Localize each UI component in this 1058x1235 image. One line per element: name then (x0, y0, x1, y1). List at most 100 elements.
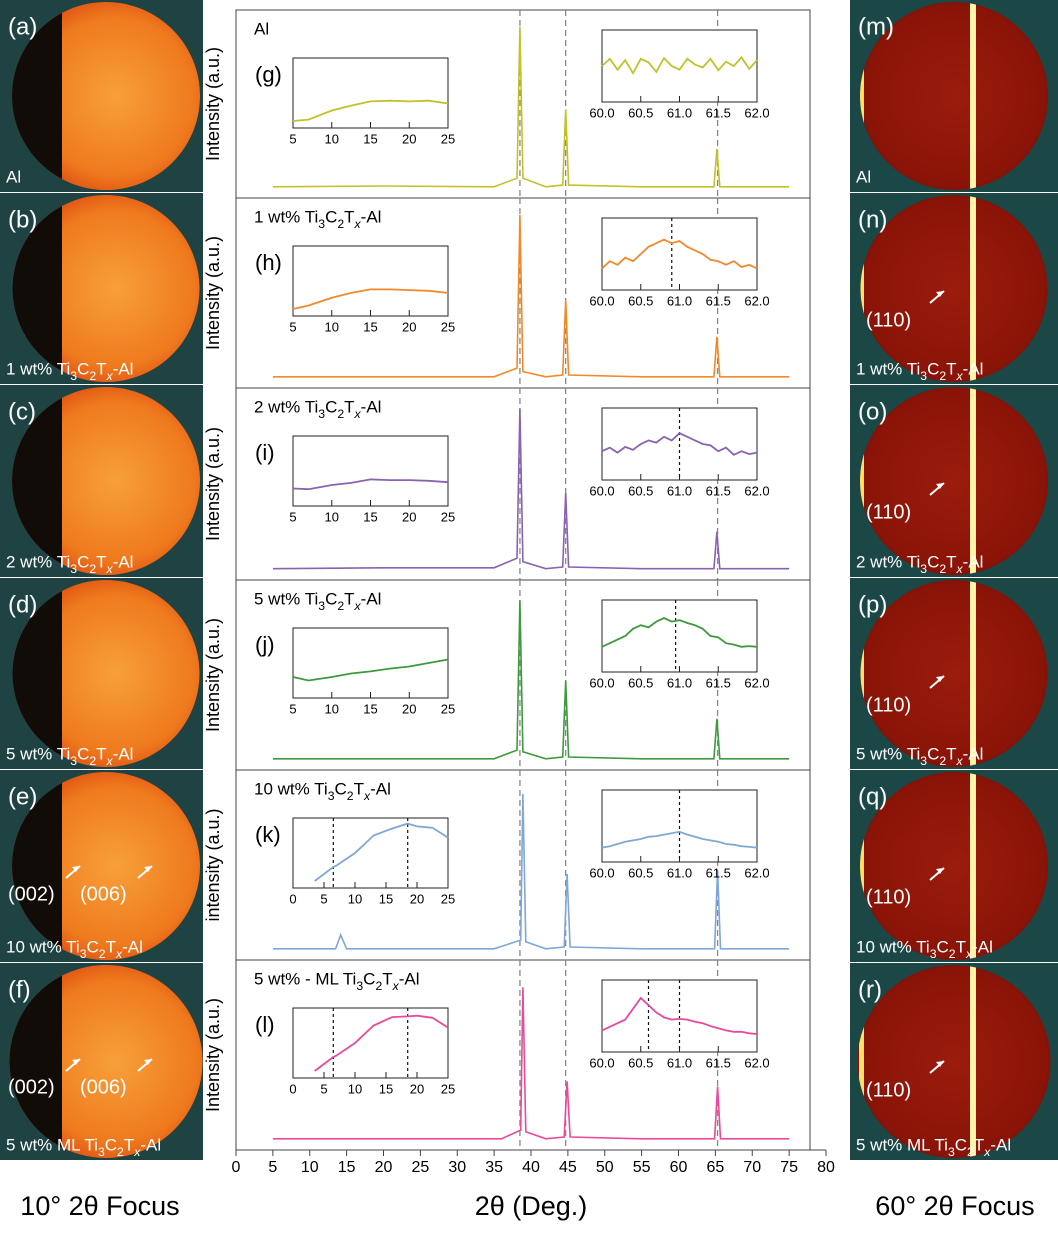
xrd-pattern (272, 793, 790, 950)
x-tick-label: 10 (301, 1159, 319, 1176)
inset-tick-label: 62.0 (744, 1055, 769, 1070)
inset-tick-label: 15 (363, 319, 377, 334)
inset-pattern (601, 238, 758, 270)
inset-pattern (601, 830, 758, 849)
inset-tick-label: 20 (402, 701, 416, 716)
peak-label: (110) (866, 886, 911, 908)
detector (860, 772, 1048, 960)
x-tick-label: 75 (780, 1159, 798, 1176)
inset-tick-label: 61.5 (706, 105, 731, 120)
panel-label: (c) (8, 398, 36, 425)
inset-tick-label: 61.5 (706, 293, 731, 308)
y-axis-label: Intensity (a.u.) (203, 998, 223, 1112)
inset-tick-label: 62.0 (744, 865, 769, 880)
xrd-pattern (272, 408, 790, 570)
peak-label: (006) (80, 883, 127, 905)
x-tick-label: 25 (411, 1159, 429, 1176)
inset-tick-label: 60.0 (589, 105, 614, 120)
inset-tick-label: 61.0 (667, 105, 692, 120)
inset-tick-label: 5 (289, 509, 296, 524)
inset-frame (292, 245, 449, 317)
inset-tick-label: 15 (363, 509, 377, 524)
inset-tick-label: 60.5 (628, 865, 653, 880)
xrd-pattern (272, 987, 790, 1140)
arrow-head (936, 291, 944, 297)
inset-tick-label: 62.0 (744, 483, 769, 498)
xrd-pattern (272, 26, 790, 188)
inset-tick-label: 61.5 (706, 1055, 731, 1070)
panel-label: (i) (255, 440, 275, 465)
inset-tick-label: 60.0 (589, 293, 614, 308)
panel-label: (h) (255, 250, 282, 275)
arrow-head (72, 1059, 80, 1065)
inset-tick-label: 5 (320, 1081, 327, 1096)
ring (859, 965, 864, 1158)
ring (970, 195, 976, 382)
xrd-pattern (272, 214, 790, 378)
x-tick-label: 5 (268, 1159, 277, 1176)
xrd-pattern (272, 600, 790, 760)
arrow-head (936, 868, 944, 874)
inset-tick-label: 5 (320, 891, 327, 906)
inset-tick-label: 15 (379, 891, 393, 906)
panel-label: (l) (255, 1012, 275, 1037)
inset-pattern (601, 55, 758, 76)
x-tick-label: 35 (485, 1159, 503, 1176)
panel-title: 10 wt% Ti3C2Tx-Al (254, 779, 391, 803)
inset-tick-label: 20 (410, 891, 424, 906)
inset-tick-label: 61.0 (667, 865, 692, 880)
sample-label: Al (6, 167, 21, 186)
footer-right: 60° 2θ Focus (875, 1191, 1034, 1221)
inset-tick-label: 60.0 (589, 675, 614, 690)
peak-label: (002) (8, 1076, 55, 1098)
detector (857, 965, 1051, 1158)
ring (970, 580, 976, 767)
x-tick-label: 40 (522, 1159, 540, 1176)
peak-label: (110) (866, 1079, 911, 1101)
ring (970, 965, 976, 1158)
inset-tick-label: 61.0 (667, 483, 692, 498)
x-tick-label: 0 (232, 1159, 241, 1176)
x-tick-label: 45 (559, 1159, 577, 1176)
inset-tick-label: 60.5 (628, 675, 653, 690)
inset-tick-label: 60.5 (628, 483, 653, 498)
inset-tick-label: 10 (325, 509, 339, 524)
inset-tick-label: 5 (289, 131, 296, 146)
inset-tick-label: 61.5 (706, 675, 731, 690)
inset-tick-label: 20 (402, 509, 416, 524)
footer-left: 10° 2θ Focus (20, 1191, 179, 1221)
sample-label: 2 wt% Ti3C2Tx-Al (856, 552, 983, 576)
inset-tick-label: 61.0 (667, 1055, 692, 1070)
x-axis-label: 2θ (Deg.) (475, 1191, 588, 1221)
arrow-head (936, 676, 944, 682)
x-tick-label: 30 (448, 1159, 466, 1176)
arrow-head (72, 866, 80, 872)
ring (860, 195, 864, 382)
ring (860, 2, 864, 190)
sample-label: 5 wt% Ti3C2Tx-Al (6, 744, 133, 768)
inset-frame (601, 599, 758, 673)
panel-label: (e) (8, 783, 37, 810)
inset-pattern (601, 432, 758, 456)
ring (970, 387, 976, 575)
panel-label: (j) (255, 632, 275, 657)
ring (970, 2, 976, 190)
inset-tick-label: 15 (363, 701, 377, 716)
ring (860, 580, 864, 767)
panel-label: (q) (858, 783, 887, 810)
inset-tick-label: 61.5 (706, 483, 731, 498)
detector (860, 387, 1048, 575)
sample-label: 1 wt% Ti3C2Tx-Al (856, 359, 983, 383)
peak-label: (110) (866, 694, 911, 716)
panel-label: (b) (8, 206, 37, 233)
inset-pattern (292, 658, 449, 682)
sample-label: 10 wt% Ti3C2Tx-Al (856, 937, 993, 961)
ring (860, 772, 864, 960)
peak-label: (110) (866, 501, 911, 523)
inset-tick-label: 25 (441, 509, 455, 524)
panel-label: (m) (858, 13, 894, 40)
panel-label: (f) (8, 976, 31, 1003)
ring (970, 772, 976, 960)
